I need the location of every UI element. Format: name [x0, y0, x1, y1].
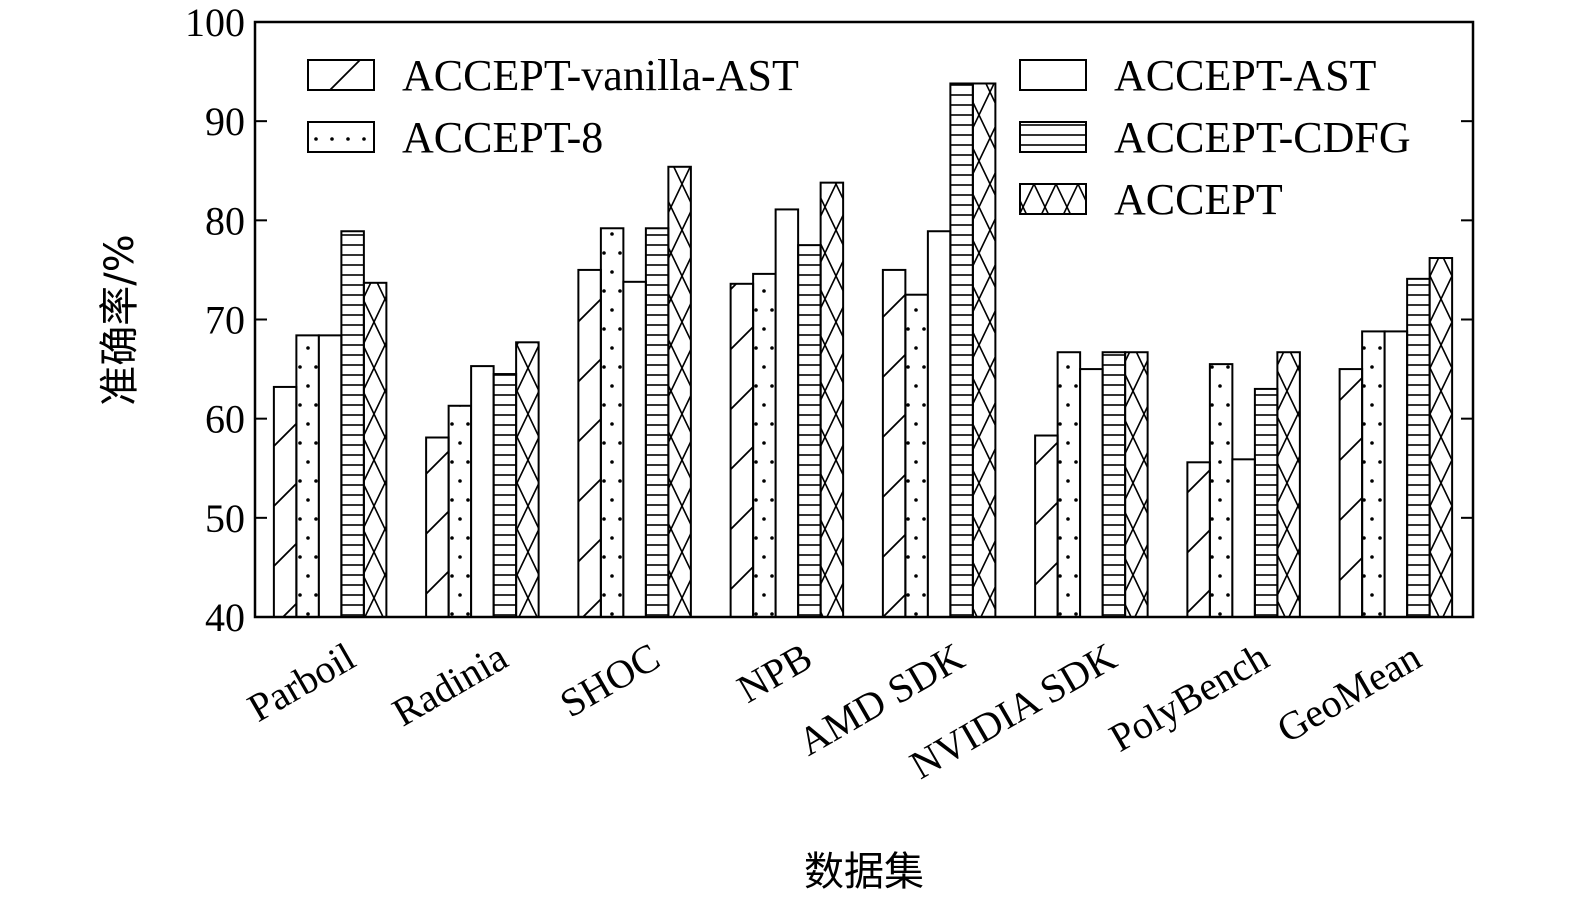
bar-accept-amd-sdk — [971, 82, 997, 618]
legend-label-accept-ast: ACCEPT-AST — [1114, 51, 1377, 100]
y-tick-label: 60 — [205, 397, 245, 442]
category-label-geomean: GeoMean — [1269, 634, 1428, 752]
bar-accept-radinia — [515, 341, 540, 618]
bar-accept-cdfg-shoc — [644, 227, 670, 618]
bar-accept-8-amd-sdk — [904, 293, 929, 618]
bar-accept-8-nvidia-sdk — [1056, 351, 1082, 618]
category-label-npb: NPB — [729, 634, 819, 712]
bar-accept-geomean — [1428, 257, 1454, 618]
legend-swatch-accept — [1019, 183, 1087, 215]
bar-accept-cdfg-radinia — [492, 373, 518, 618]
bar-accept-vanilla-ast-nvidia-sdk — [1034, 434, 1059, 618]
bar-accept-ast-amd-sdk — [926, 230, 952, 618]
category-label-radinia: Radinia — [385, 634, 515, 735]
y-tick-label: 80 — [205, 198, 245, 243]
bar-accept-ast-geomean — [1383, 330, 1409, 618]
category-label-parboil: Parboil — [240, 634, 363, 731]
bar-accept-vanilla-ast-radinia — [425, 436, 450, 618]
bar-accept-polybench — [1276, 351, 1301, 618]
y-tick-label: 50 — [205, 496, 245, 541]
bar-accept-vanilla-ast-polybench — [1186, 461, 1211, 618]
bar-accept-npb — [819, 181, 845, 618]
bar-accept-ast-npb — [774, 208, 800, 619]
bar-accept-cdfg-parboil — [340, 230, 365, 618]
legend-swatch-accept-8 — [307, 121, 375, 153]
x-axis-title: 数据集 — [804, 849, 924, 895]
y-tick-label: 70 — [205, 298, 245, 343]
bar-accept-cdfg-geomean — [1406, 277, 1431, 618]
bar-accept-cdfg-polybench — [1253, 387, 1279, 618]
y-tick-label: 100 — [185, 0, 245, 45]
category-label-shoc: SHOC — [552, 634, 667, 726]
bar-accept-vanilla-ast-parboil — [272, 385, 298, 618]
bar-accept-8-polybench — [1208, 363, 1234, 618]
bar-accept-ast-nvidia-sdk — [1079, 368, 1104, 619]
bar-accept-cdfg-amd-sdk — [949, 82, 974, 618]
bar-accept-8-npb — [752, 272, 777, 618]
legend-label-accept-vanilla-ast: ACCEPT-vanilla-AST — [402, 51, 799, 100]
bar-accept-vanilla-ast-npb — [729, 282, 755, 618]
bar-accept-8-geomean — [1361, 330, 1386, 618]
bar-accept-ast-parboil — [317, 334, 343, 618]
y-axis-title: 准确率/% — [97, 234, 143, 405]
bar-accept-ast-shoc — [622, 280, 647, 618]
legend-label-accept: ACCEPT — [1114, 175, 1283, 224]
legend-label-accept-cdfg: ACCEPT-CDFG — [1114, 113, 1411, 162]
bar-accept-8-shoc — [599, 227, 625, 618]
legend-swatch-accept-ast — [1019, 59, 1087, 91]
bar-accept-parboil — [362, 281, 388, 618]
bar-accept-shoc — [667, 165, 692, 619]
legend-swatch-accept-vanilla-ast — [307, 59, 375, 91]
bar-accept-vanilla-ast-geomean — [1338, 368, 1364, 619]
category-label-polybench: PolyBench — [1102, 634, 1277, 761]
legend-swatch-accept-cdfg — [1019, 121, 1087, 153]
bar-accept-vanilla-ast-amd-sdk — [881, 268, 907, 618]
y-tick-label: 90 — [205, 99, 245, 144]
bar-accept-8-parboil — [295, 334, 320, 618]
bar-accept-ast-radinia — [470, 365, 495, 618]
bar-accept-nvidia-sdk — [1124, 351, 1149, 618]
legend-label-accept-8: ACCEPT-8 — [402, 113, 603, 162]
bar-accept-ast-polybench — [1231, 458, 1256, 619]
y-tick-label: 40 — [205, 595, 245, 640]
bar-accept-8-radinia — [447, 404, 473, 618]
bar-accept-cdfg-npb — [797, 244, 822, 618]
bar-accept-vanilla-ast-shoc — [577, 268, 602, 618]
bar-accept-cdfg-nvidia-sdk — [1101, 351, 1127, 618]
